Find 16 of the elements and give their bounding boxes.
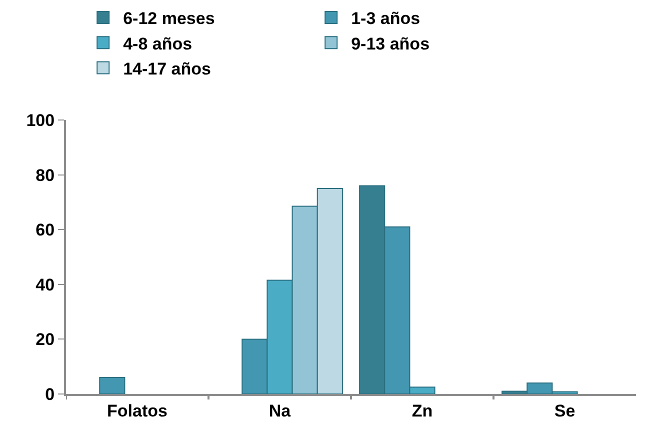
y-tick-label: 20 (36, 330, 55, 350)
legend-label: 6-12 meses (123, 9, 215, 28)
y-tick-label: 100 (26, 110, 55, 130)
y-tick-label: 40 (36, 275, 55, 294)
legend-label: 14-17 años (123, 59, 211, 78)
x-tick-label: Zn (412, 401, 433, 420)
y-tick-label: 60 (36, 220, 55, 240)
legend-label: 4-8 años (123, 34, 192, 54)
x-tick-label: Na (268, 401, 292, 420)
x-tick-label: Se (554, 401, 576, 420)
legend-label: 1-3 años (351, 9, 420, 28)
y-tick-label: 0 (45, 384, 55, 404)
y-tick-label: 80 (36, 166, 55, 185)
x-tick-label: Folatos (107, 401, 168, 420)
legend-label: 9-13 años (351, 34, 430, 54)
bar (99, 377, 126, 394)
